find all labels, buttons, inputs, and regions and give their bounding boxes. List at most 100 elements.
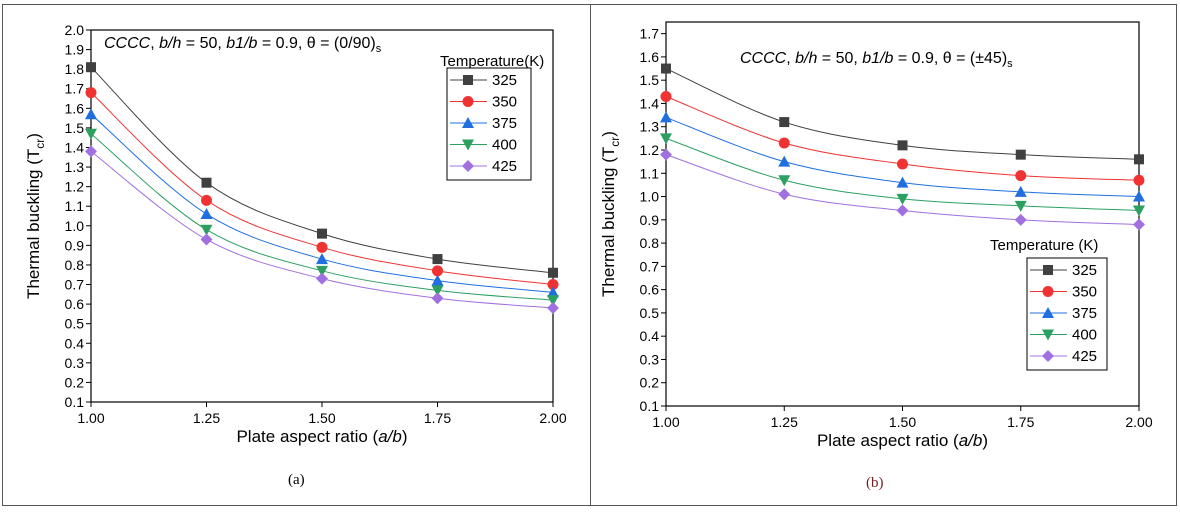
data-point-350 [547, 279, 559, 291]
y-tick-label: 0.8 [65, 257, 85, 273]
ann: = 50, [817, 50, 862, 67]
ann: = 0.9, θ = (0/90) [257, 35, 375, 52]
x-label-italic: a/b [959, 431, 983, 450]
x-tick-label: 1.50 [889, 414, 916, 430]
legend-label-425: 425 [492, 158, 517, 175]
y-tick-label: 1.9 [65, 42, 85, 58]
data-point-400 [1014, 200, 1027, 212]
legend-title: Temperature(K) [440, 53, 544, 70]
y-tick-label: 1.4 [640, 95, 660, 111]
ann: = 50, [181, 35, 226, 52]
x-tick-label: 1.25 [193, 410, 220, 426]
data-point-325 [897, 140, 908, 151]
series-line-425 [90, 150, 554, 309]
data-point-350 [201, 194, 212, 206]
data-point-400 [660, 133, 672, 145]
y-tick-label: 1.6 [640, 49, 660, 65]
legend-label-325: 325 [492, 72, 517, 89]
legend-marker-375 [462, 117, 474, 128]
x-tick-label: 2.00 [1125, 414, 1152, 430]
series-line-375 [90, 113, 554, 293]
data-point-425 [778, 188, 791, 201]
legend-label-350: 350 [492, 94, 517, 111]
ann: b/h [795, 50, 817, 67]
legend-label-325: 325 [1072, 262, 1097, 279]
ann-sub: s [1007, 58, 1013, 70]
panel-b [590, 4, 1177, 506]
data-point-325 [317, 228, 327, 239]
y-tick-label: 1.5 [640, 72, 660, 88]
x-label-italic: a/b [378, 427, 402, 446]
legend-marker-400 [462, 139, 474, 151]
y-label-close: ) [24, 133, 43, 139]
y-label-sub: cr [33, 139, 47, 149]
ann-sub: s [376, 43, 382, 55]
data-point-325 [86, 62, 96, 73]
data-point-350 [1133, 174, 1145, 186]
y-tick-label: 0.6 [65, 296, 85, 312]
legend-marker-425 [462, 160, 474, 172]
legend-marker-425 [1042, 350, 1054, 362]
data-point-400 [896, 193, 909, 205]
data-point-375 [200, 208, 213, 220]
y-tick-label: 1.2 [65, 179, 85, 195]
data-point-400 [778, 175, 791, 187]
data-point-325 [779, 117, 790, 128]
legend-marker-325 [463, 75, 473, 85]
y-label-close: ) [599, 131, 618, 137]
x-tick-label: 1.50 [308, 410, 335, 426]
y-tick-label: 0.3 [640, 351, 660, 367]
data-point-350 [85, 87, 97, 99]
y-tick-label: 0.9 [640, 212, 660, 228]
data-point-425 [896, 204, 909, 217]
data-point-350 [316, 241, 328, 253]
data-point-350 [897, 158, 908, 170]
y-tick-label: 1.8 [65, 61, 85, 77]
data-point-375 [896, 176, 909, 188]
y-tick-label: 1.1 [65, 198, 85, 214]
y-axis-label: Thermal buckling (Tcr) [24, 133, 47, 299]
annotation: CCCC, b/h = 50, b1/b = 0.9, θ = (±45)s [740, 50, 1013, 70]
ann: b1/b [862, 50, 893, 67]
y-tick-label: 1.7 [640, 26, 660, 42]
y-tick-label: 0.9 [65, 237, 85, 253]
y-tick-label: 0.7 [640, 258, 660, 274]
caption-a: (a) [288, 472, 305, 488]
data-point-325 [1015, 149, 1026, 160]
y-tick-label: 1.3 [640, 119, 660, 135]
y-tick-label: 0.2 [640, 375, 660, 391]
x-axis-label: Plate aspect ratio (a/b) [817, 431, 988, 450]
data-point-400 [547, 295, 559, 307]
data-point-375 [1014, 185, 1027, 197]
ann: , [786, 50, 795, 67]
ann: = 0.9, θ = (±45) [893, 50, 1007, 67]
data-point-325 [432, 254, 443, 265]
legend-title: Temperature (K) [990, 237, 1098, 254]
y-tick-label: 0.2 [65, 374, 85, 390]
y-label-sub: cr [608, 137, 622, 147]
series-line-400 [90, 133, 554, 301]
y-tick-label: 1.3 [65, 159, 85, 175]
ann: b1/b [226, 35, 257, 52]
y-tick-label: 0.1 [65, 394, 85, 410]
data-point-350 [660, 90, 672, 102]
y-tick-label: 0.3 [65, 355, 85, 371]
data-point-425 [1014, 213, 1027, 226]
legend-marker-350 [462, 96, 474, 107]
data-point-425 [547, 302, 559, 315]
data-point-425 [85, 145, 97, 158]
y-tick-label: 0.6 [640, 282, 660, 298]
x-tick-label: 1.75 [1007, 414, 1034, 430]
legend-label-425: 425 [1072, 348, 1097, 365]
y-tick-label: 1.0 [640, 189, 660, 205]
data-point-400 [85, 128, 97, 140]
data-point-325 [661, 63, 671, 74]
data-point-350 [1015, 170, 1027, 182]
legend-label-375: 375 [1072, 305, 1097, 322]
annotation: CCCC, b/h = 50, b1/b = 0.9, θ = (0/90)s [104, 35, 382, 55]
ann: b/h [159, 35, 181, 52]
y-tick-label: 0.8 [640, 235, 660, 251]
data-point-375 [547, 286, 559, 298]
y-tick-label: 1.1 [640, 165, 660, 181]
